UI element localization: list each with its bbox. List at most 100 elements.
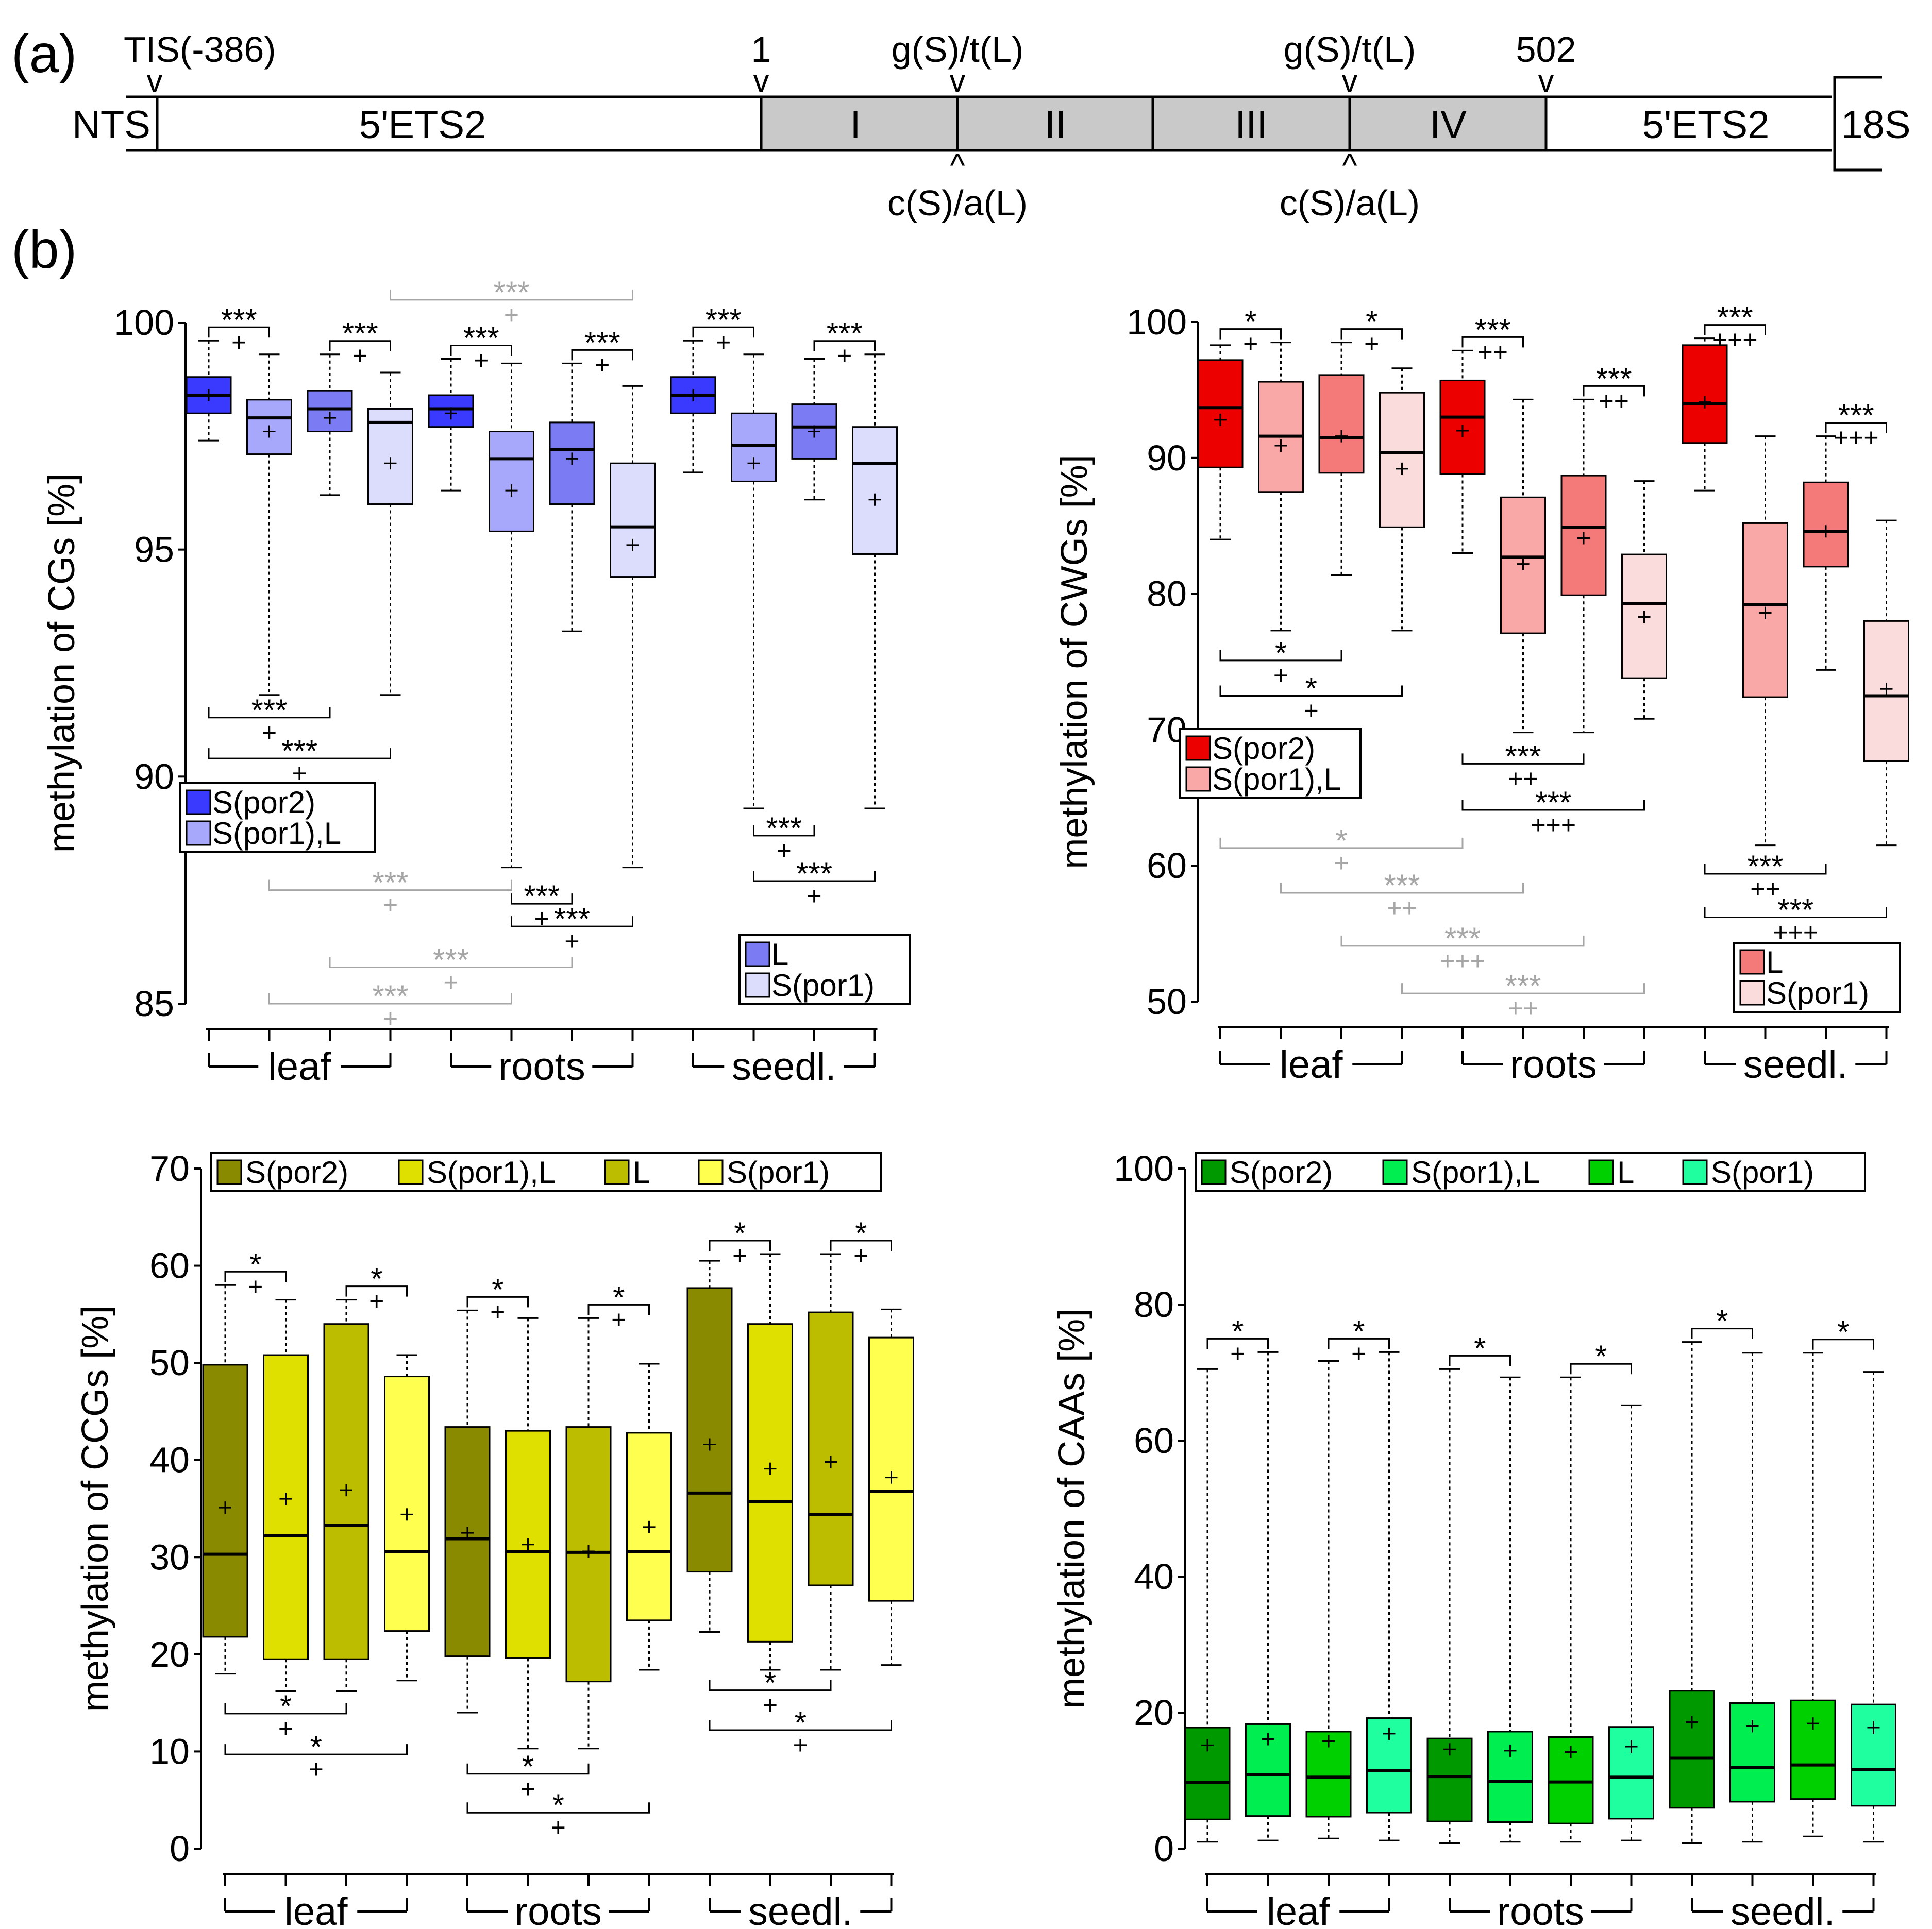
sig-bracket [208, 707, 331, 719]
sig-plus: ++ [1387, 893, 1417, 922]
schematic-segment-label: 5'ETS2 [359, 103, 486, 147]
legend-swatch [1739, 980, 1765, 1006]
sig-bracket [224, 1744, 408, 1755]
legend-swatch [1201, 1159, 1227, 1185]
legend-swatch [1185, 735, 1211, 761]
sig-plus: + [1351, 1339, 1366, 1368]
sig-plus: + [383, 891, 398, 920]
box-iqr [1682, 344, 1728, 444]
box-iqr [489, 431, 534, 532]
sig-bracket [1449, 1355, 1511, 1366]
legend-label: S(por1),L [212, 816, 341, 851]
sig-star: * [1837, 1315, 1849, 1349]
sig-bracket [208, 326, 270, 338]
group-label: seedl. [1743, 1043, 1848, 1087]
box-iqr [202, 1364, 248, 1638]
sig-star: *** [524, 879, 560, 913]
box-iqr [1560, 475, 1607, 596]
marker-caret-up: ^ [1342, 148, 1357, 183]
sig-plus: + [1243, 330, 1258, 359]
sig-bracket [208, 748, 391, 759]
sig-bracket [1328, 1338, 1390, 1349]
sig-bracket [753, 825, 815, 837]
group-label-bg [275, 1891, 358, 1929]
sig-star: * [1232, 1314, 1244, 1348]
y-tick-label: 95 [134, 530, 174, 570]
sig-star: *** [372, 866, 408, 900]
box-iqr [868, 1336, 914, 1602]
sig-bracket [709, 1719, 892, 1731]
y-tick-label: 70 [149, 1148, 190, 1189]
schematic-segment-label: I [850, 103, 861, 147]
sig-star: * [734, 1216, 746, 1250]
sig-bracket [1219, 837, 1464, 849]
sig-star: *** [1475, 312, 1511, 347]
box-iqr [444, 1426, 491, 1657]
box-iqr [307, 390, 353, 433]
schematic-18s-bracket [1833, 76, 1882, 172]
schematic-marker-bottom: c(S)/a(L) [1280, 183, 1420, 223]
legend-label: L [1617, 1155, 1634, 1190]
group-label-bg [1270, 1044, 1353, 1085]
sig-plus: ++ [1599, 386, 1629, 415]
group-label: roots [515, 1890, 602, 1929]
sig-bracket [450, 345, 512, 356]
y-axis-label: methylation of CCGs [%] [75, 1306, 116, 1712]
sig-star: *** [766, 811, 802, 845]
schematic-segment-label: NTS [72, 103, 150, 147]
rdna-schematic: NTS 5'ETS2 I II III IV 5'ETS2 18SvTIS(-386)v1vg… [72, 29, 1911, 223]
legend-swatch [216, 1159, 242, 1185]
marker-caret-down: v [147, 63, 163, 99]
schematic-segment-label: II [1045, 103, 1066, 147]
sig-star: * [552, 1788, 564, 1822]
sig-bracket [1219, 685, 1403, 697]
sig-bracket [587, 1304, 650, 1315]
sig-star: *** [1838, 398, 1874, 433]
legend-swatch [186, 820, 211, 846]
sig-star: * [795, 1705, 807, 1740]
sig-plus: + [248, 1272, 263, 1301]
sig-bracket [813, 340, 876, 351]
group-label-bg [258, 1046, 341, 1087]
group-label: seedl. [732, 1045, 836, 1089]
sig-bracket [692, 326, 754, 338]
box-iqr [731, 412, 777, 482]
legend-label: S(por1),L [1411, 1155, 1540, 1190]
y-tick-label: 0 [1154, 1829, 1174, 1869]
sig-plus: + [369, 1287, 384, 1316]
sig-star: * [855, 1216, 867, 1250]
marker-caret-down: v [950, 63, 966, 99]
schematic-segment-label: 5'ETS2 [1642, 103, 1770, 147]
sig-star: *** [796, 856, 832, 891]
y-tick-label: 90 [134, 756, 174, 797]
box-iqr [1669, 1690, 1715, 1809]
sig-plus: + [853, 1241, 868, 1270]
box-iqr [384, 1376, 430, 1632]
sig-star: * [764, 1666, 776, 1700]
group-label-bg [741, 1891, 861, 1929]
sig-star: * [1275, 636, 1287, 670]
sig-star: *** [281, 734, 317, 768]
y-tick-label: 85 [134, 984, 174, 1024]
sig-star: * [310, 1730, 322, 1764]
group-label-bg [508, 1891, 609, 1929]
sig-plus: + [551, 1813, 566, 1842]
sig-plus: + [1364, 330, 1379, 359]
sig-plus: + [777, 836, 792, 865]
legend-swatch [1739, 949, 1765, 975]
legend-frame [179, 782, 376, 853]
group-label-bg [724, 1046, 844, 1087]
sig-plus: ++ [1478, 337, 1508, 366]
legend-label: L [771, 937, 788, 972]
schematic-segment-label: IV [1430, 103, 1467, 147]
sig-bracket [1340, 935, 1585, 947]
group-label: leaf [1280, 1043, 1343, 1087]
sig-bracket [1704, 864, 1827, 875]
group-label: roots [1497, 1890, 1584, 1929]
legend-swatch [1185, 766, 1211, 792]
y-axis-label: methylation of CGs [%] [41, 473, 82, 853]
box-iqr [1379, 392, 1425, 528]
sig-plus: + [262, 718, 277, 747]
schematic-marker-top: 502 [1516, 29, 1576, 70]
sig-bracket [1825, 422, 1887, 433]
